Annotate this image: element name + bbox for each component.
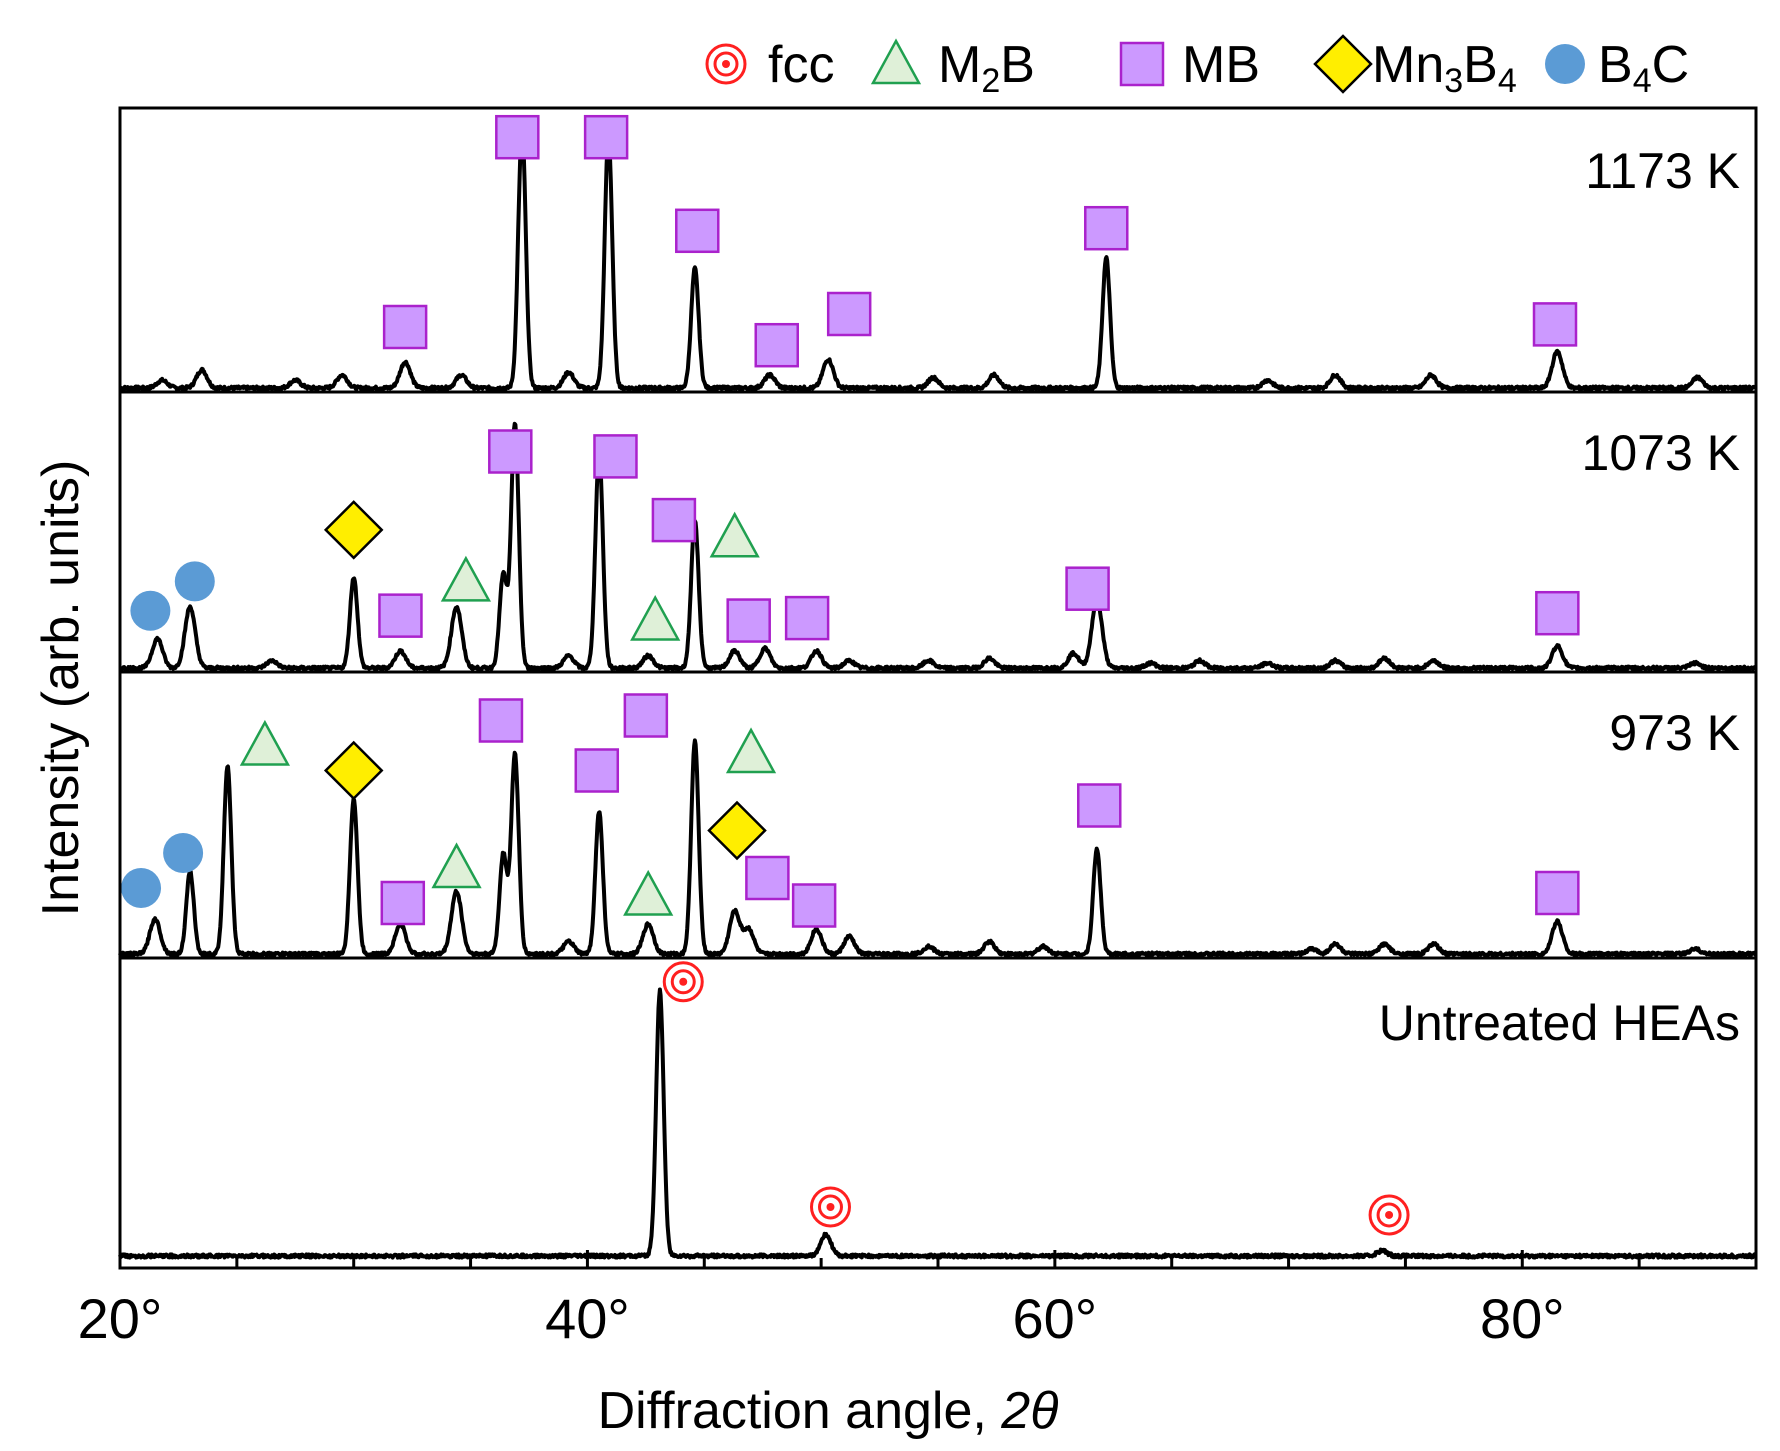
b4c-peak-marker: [163, 833, 204, 873]
m2b-legend-icon: [870, 38, 922, 85]
mn3b4-peak-marker: [707, 800, 767, 861]
fcc-peak-marker: [662, 961, 704, 1003]
x-tick-label: 60°: [1013, 1287, 1098, 1350]
xrd-trace: [118, 125, 1758, 392]
mb-peak-marker: [623, 693, 669, 738]
legend-label: MB: [1182, 36, 1260, 94]
b4c-peak-marker: [121, 868, 162, 908]
y-axis-label: Intensity (arb. units): [32, 460, 90, 917]
plot-frame: [118, 106, 1758, 1270]
mn3b4-legend-icon: [1313, 34, 1373, 94]
mb-peak-marker: [1532, 302, 1578, 347]
mb-peak-marker: [574, 748, 620, 793]
mb-peak-marker: [726, 598, 771, 643]
xrd-trace: [118, 738, 1758, 958]
series-label: 973 K: [1609, 705, 1740, 761]
x-tick-label: 80°: [1480, 1287, 1565, 1350]
legend-item-b4c: B4C: [1545, 36, 1689, 100]
series-1073k: 1073 K: [118, 421, 1758, 672]
mb-peak-marker: [1535, 590, 1580, 636]
fcc-peak-marker: [1368, 1194, 1410, 1236]
mn3b4-peak-marker: [323, 740, 384, 801]
mb-peak-marker: [754, 322, 799, 368]
mb-peak-marker: [593, 434, 638, 479]
mb-peak-marker: [1077, 783, 1122, 828]
x-axis-label-text: Diffraction angle,: [598, 1382, 1002, 1440]
mb-peak-marker: [378, 593, 423, 638]
mb-peak-marker: [745, 855, 790, 901]
legend-label: B4C: [1598, 36, 1689, 100]
legend-label: M2B: [938, 36, 1035, 100]
legend-label: fcc: [768, 36, 834, 94]
legend-item-m2b: M2B: [870, 36, 1035, 100]
legend-item-fcc: fcc: [705, 36, 834, 94]
mb-legend-icon: [1119, 41, 1165, 87]
xrd-trace: [118, 421, 1758, 672]
legend-label: Mn3B4: [1372, 36, 1517, 100]
mb-peak-marker: [583, 114, 629, 160]
m2b-peak-marker: [239, 719, 291, 766]
series-1173k: 1173 K: [118, 114, 1758, 392]
legend-item-mn3b4: Mn3B4: [1313, 34, 1517, 100]
mb-peak-marker: [651, 497, 697, 543]
mb-peak-marker: [826, 291, 872, 337]
m2b-peak-marker: [709, 511, 760, 558]
plot-area: 1173 K 1073 K 973 K Untreated HEAs: [118, 114, 1758, 1260]
series-label: 1173 K: [1585, 143, 1740, 199]
fcc-peak-marker: [809, 1186, 851, 1228]
x-tick-label: 20°: [78, 1287, 163, 1350]
mb-peak-marker: [1535, 870, 1580, 916]
mb-peak-marker: [488, 429, 533, 474]
mn3b4-peak-marker: [323, 500, 384, 560]
legend-item-mb: MB: [1119, 36, 1260, 94]
series-label: 1073 K: [1582, 425, 1740, 481]
mb-peak-marker: [1065, 566, 1110, 611]
fcc-legend-icon: [705, 43, 747, 85]
b4c-peak-marker: [130, 590, 171, 631]
x-axis: 20° 40° 60° 80°: [78, 1250, 1758, 1350]
b4c-legend-icon: [1545, 44, 1585, 84]
x-axis-label-variable: 2θ: [1000, 1382, 1058, 1440]
mb-peak-marker: [784, 595, 830, 641]
m2b-peak-marker: [431, 842, 482, 889]
mb-peak-marker: [1084, 205, 1129, 251]
series-untreated: Untreated HEAs: [118, 961, 1758, 1260]
x-axis-label: Diffraction angle, 2θ: [598, 1382, 1059, 1440]
mb-peak-marker: [478, 698, 524, 743]
m2b-peak-marker: [725, 727, 777, 774]
xrd-trace: [118, 987, 1758, 1260]
m2b-peak-marker: [623, 869, 674, 916]
m2b-peak-marker: [440, 555, 492, 602]
mb-peak-marker: [382, 304, 428, 350]
m2b-peak-marker: [630, 594, 681, 641]
b4c-peak-marker: [174, 561, 215, 602]
mb-peak-marker: [380, 880, 426, 926]
mb-peak-marker: [791, 883, 837, 928]
x-tick-label: 40°: [545, 1287, 630, 1350]
series-label: Untreated HEAs: [1379, 995, 1740, 1051]
mb-peak-marker: [495, 114, 540, 160]
series-973k: 973 K: [118, 693, 1758, 958]
mb-peak-marker: [675, 208, 720, 254]
legend: fcc M2B MB Mn3B4 B4C: [705, 34, 1689, 100]
